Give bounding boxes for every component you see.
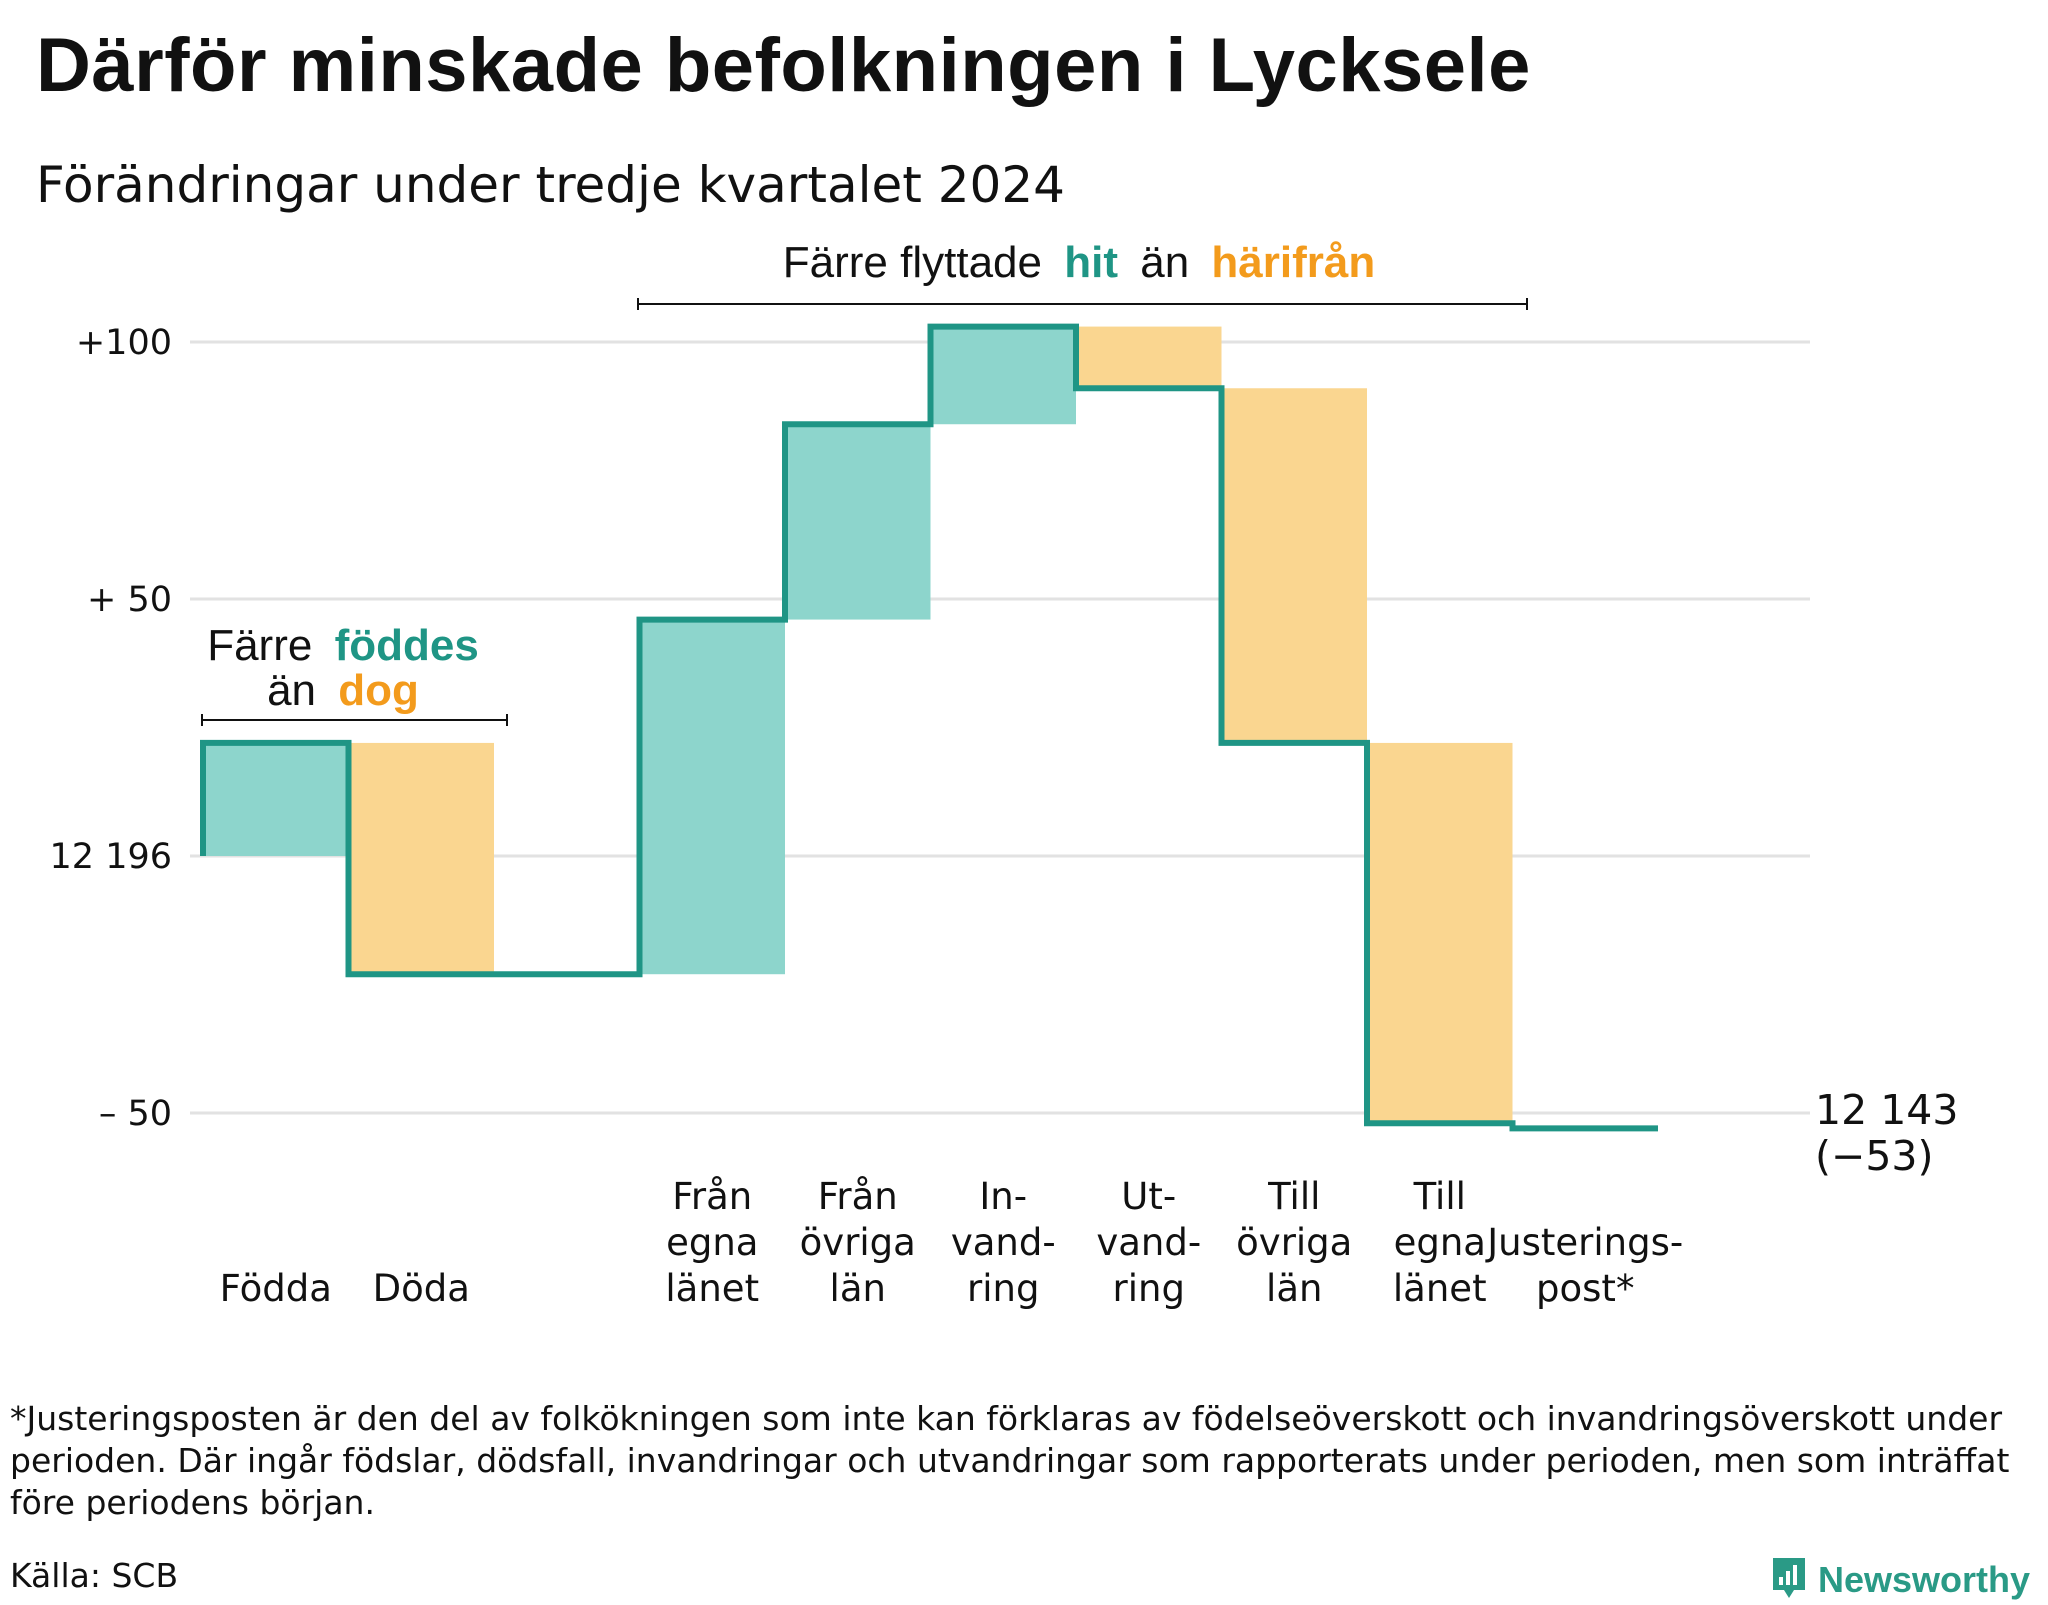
x-category-label: In-	[979, 1175, 1027, 1218]
delta-box	[785, 424, 931, 620]
x-category-label: egna	[1394, 1221, 1486, 1264]
svg-text:Färre föddes: Färre föddes	[207, 621, 479, 670]
delta-box	[639, 619, 785, 975]
chart-subtitle: Förändringar under tredje kvartalet 2024	[36, 156, 1065, 214]
delta-box	[1076, 326, 1222, 389]
migration-annotation-text-a: Färre flyttade	[783, 238, 1042, 287]
y-tick-label: – 50	[99, 1094, 172, 1134]
x-category-label: vand-	[1096, 1221, 1201, 1264]
source-label: Källa: SCB	[10, 1556, 179, 1595]
brand[interactable]: Newsworthy	[1770, 1555, 2030, 1605]
footnote: *Justeringsposten är den del av folkökni…	[10, 1399, 2010, 1522]
x-category-label: länet	[665, 1267, 759, 1310]
birth-annotation-text-dog: dog	[338, 666, 419, 715]
delta-box	[1221, 388, 1367, 743]
migration-group-annotation: Färre flyttade hit än härifrån	[637, 238, 1528, 310]
x-category-label: övriga	[800, 1221, 916, 1264]
chart-title: Därför minskade befolkningen i Lycksele	[36, 23, 1531, 108]
y-tick-label: + 50	[87, 580, 172, 620]
x-category-label: länet	[1393, 1267, 1487, 1310]
x-category-label: ring	[1113, 1267, 1185, 1310]
migration-annotation-text-hit: hit	[1064, 238, 1118, 287]
end-value-line-1: 12 143	[1815, 1086, 1958, 1134]
brand-name: Newsworthy	[1818, 1559, 2031, 1600]
x-category-label: Från	[818, 1175, 898, 1218]
x-category-label: egna	[666, 1221, 758, 1264]
end-value-line-2: (−53)	[1815, 1132, 1934, 1180]
x-category-label: Ut-	[1121, 1175, 1176, 1218]
x-category-label: Döda	[373, 1267, 470, 1310]
x-category-label: Födda	[220, 1267, 332, 1310]
x-category-label: län	[1266, 1267, 1322, 1310]
end-value-label: 12 143 (−53)	[1815, 1086, 1972, 1180]
x-category-label: Till	[1267, 1175, 1320, 1218]
x-category-label: ring	[967, 1267, 1039, 1310]
newsworthy-logo-icon	[1770, 1555, 1808, 1605]
x-category-label: Från	[672, 1175, 752, 1218]
delta-box	[348, 742, 494, 975]
x-axis-category-labels: Födda DödaFrånegnalänetFrånövrigalänIn-va…	[220, 1175, 1684, 1310]
running-total-step-line	[200, 323, 1658, 1132]
x-category-label: övriga	[1236, 1221, 1352, 1264]
delta-box	[1367, 742, 1513, 1124]
x-category-label: Justerings-	[1485, 1221, 1683, 1264]
y-tick-label: +100	[76, 323, 172, 363]
delta-box	[203, 742, 349, 856]
migration-annotation-text-harifran: härifrån	[1211, 238, 1375, 287]
birth-annotation-text-foddes: föddes	[335, 621, 479, 670]
delta-boxes	[203, 326, 1513, 1124]
birth-group-annotation: Färre föddes än dog	[201, 621, 508, 726]
x-category-label: län	[830, 1267, 886, 1310]
migration-bracket	[637, 298, 1528, 310]
gridlines	[190, 340, 1810, 1115]
delta-box	[930, 326, 1076, 425]
y-tick-label: 12 196	[50, 837, 172, 877]
y-axis-tick-labels: +100 + 50 12 196 – 50	[50, 323, 172, 1134]
birth-annotation-text-farre: Färre	[207, 621, 312, 670]
svg-text:än dog: än dog	[267, 666, 419, 715]
running-total-line	[200, 323, 1658, 1132]
x-category-label: vand-	[951, 1221, 1056, 1264]
birth-annotation-text-an: än	[267, 666, 316, 715]
birth-bracket	[201, 714, 508, 726]
x-category-label: post*	[1536, 1267, 1634, 1310]
migration-annotation-text-c: än	[1140, 238, 1189, 287]
svg-text:Färre flyttade hit: Färre flyttade hit än härifrån	[783, 238, 1375, 287]
x-category-label: Till	[1413, 1175, 1466, 1218]
